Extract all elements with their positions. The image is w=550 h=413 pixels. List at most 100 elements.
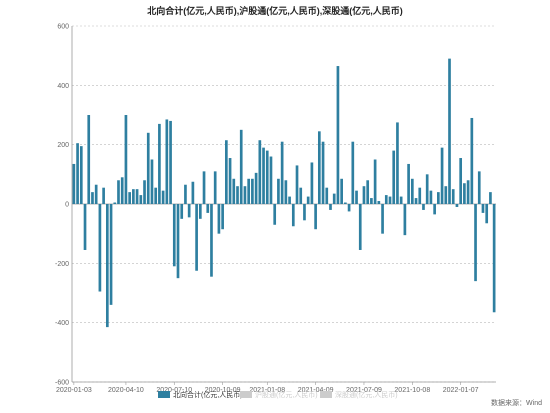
bar — [351, 141, 355, 204]
bar — [180, 204, 184, 219]
bar — [370, 198, 373, 204]
bar — [448, 58, 451, 204]
bar — [403, 204, 407, 236]
bar — [132, 189, 135, 204]
legend-label[interactable]: 沪股通(亿元,人民币) — [255, 390, 318, 399]
bar — [414, 198, 418, 204]
bar — [336, 66, 340, 204]
x-tick-label: 2020-01-03 — [56, 387, 92, 394]
bar — [76, 143, 79, 204]
bar — [113, 202, 117, 204]
legend-swatch[interactable] — [240, 391, 252, 398]
bar — [83, 204, 87, 250]
bar — [291, 204, 295, 227]
bar — [72, 163, 76, 204]
bar — [396, 122, 399, 204]
bar — [325, 187, 329, 204]
bar — [332, 193, 336, 204]
bar — [440, 147, 444, 204]
bar — [329, 204, 332, 210]
bar — [425, 174, 429, 204]
x-tick-label: 2022-01-07 — [443, 387, 479, 394]
y-tick-label: -200 — [55, 261, 69, 268]
bar — [195, 204, 198, 271]
bar — [485, 204, 489, 224]
bar — [109, 204, 113, 305]
bar — [232, 178, 236, 204]
bar — [176, 204, 180, 279]
bar — [94, 184, 98, 204]
bar — [135, 189, 139, 204]
bar — [262, 147, 265, 204]
bar — [455, 204, 459, 207]
x-tick-label: 2020-10-09 — [205, 387, 241, 394]
y-tick-label: 600 — [57, 24, 69, 31]
bar — [489, 192, 492, 204]
x-tick-label: 2021-07-09 — [346, 387, 382, 394]
bar — [198, 204, 202, 219]
bar — [303, 204, 306, 221]
bar — [217, 204, 221, 234]
x-tick-label: 2020-07-10 — [156, 387, 192, 394]
bar — [280, 141, 284, 204]
bar — [477, 171, 481, 204]
bar — [466, 180, 470, 204]
bar — [128, 192, 131, 204]
bar — [474, 204, 477, 282]
bar — [206, 204, 210, 213]
bar — [254, 172, 258, 204]
legend-label[interactable]: 深股通(亿元,人民币) — [335, 390, 398, 399]
bar — [91, 192, 94, 204]
bar — [202, 171, 206, 204]
bar — [451, 189, 455, 204]
bar — [87, 115, 91, 204]
bar — [470, 117, 474, 204]
bar — [221, 204, 224, 230]
bar — [150, 159, 154, 204]
bar — [444, 186, 448, 204]
bar — [243, 186, 247, 204]
y-tick-label: -400 — [55, 320, 69, 327]
bar — [321, 141, 325, 204]
bar — [314, 204, 317, 230]
bar — [210, 204, 213, 277]
bar — [169, 120, 172, 204]
bar — [117, 180, 120, 204]
bar — [384, 195, 388, 204]
bar — [158, 123, 161, 204]
bar — [481, 204, 485, 213]
chart-title: 北向合计(亿元,人民币),沪股通(亿元,人民币),深股通(亿元,人民币) — [147, 6, 403, 16]
x-tick-label: 2021-04-09 — [298, 387, 334, 394]
bar — [306, 196, 310, 204]
x-tick-label: 2020-04-10 — [108, 387, 144, 394]
x-tick-label: 2021-10-08 — [394, 387, 430, 394]
bar — [422, 204, 425, 210]
bar — [120, 177, 124, 204]
source-note: 数据来源：Wind — [491, 400, 542, 407]
bar — [191, 181, 195, 204]
bar — [492, 204, 496, 313]
bar — [347, 204, 351, 212]
bar — [79, 146, 83, 204]
bar — [247, 178, 251, 204]
bar — [146, 132, 150, 204]
bar — [225, 140, 228, 204]
y-tick-label: 200 — [57, 142, 69, 149]
bar — [98, 204, 102, 292]
bar — [288, 196, 291, 204]
bar — [239, 129, 243, 204]
bar — [429, 190, 433, 204]
bar — [273, 204, 277, 225]
bar — [165, 119, 169, 204]
bar — [258, 140, 262, 204]
y-tick-label: 400 — [57, 83, 69, 90]
legend-label[interactable]: 北向合计(亿元,人民币) — [173, 390, 243, 399]
bar — [433, 204, 436, 215]
bar — [418, 187, 422, 204]
x-tick-label: 2021-01-08 — [249, 387, 285, 394]
y-tick-label: 0 — [65, 202, 69, 209]
bar — [236, 186, 239, 204]
legend-swatch[interactable] — [320, 391, 332, 398]
legend-swatch[interactable] — [158, 391, 170, 398]
